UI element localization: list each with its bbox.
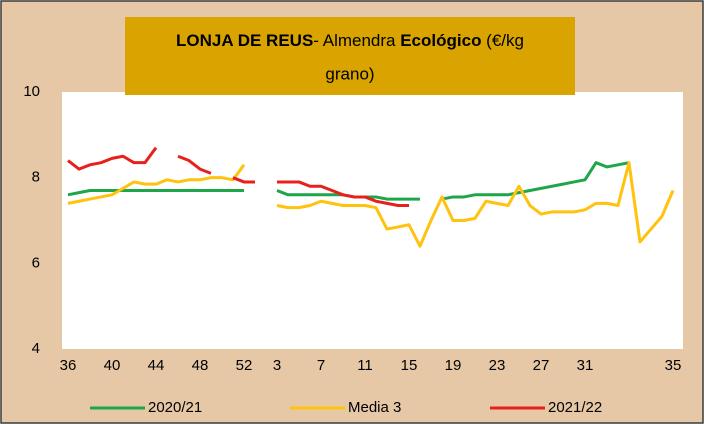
- y-tick-label: 4: [32, 340, 40, 357]
- x-tick-label: 27: [533, 357, 550, 374]
- title-part: Ecológico: [400, 31, 481, 50]
- x-tick-label: 3: [273, 357, 281, 374]
- x-tick-label: 11: [357, 357, 373, 374]
- y-tick-label: 6: [32, 254, 40, 271]
- x-tick-label: 31: [577, 357, 594, 374]
- series-line: [67, 161, 675, 248]
- y-tick-label: 8: [32, 169, 40, 186]
- x-tick-label: 19: [445, 357, 462, 374]
- x-tick-label: 40: [104, 357, 121, 374]
- title-part: - Almendra: [313, 31, 400, 50]
- title-box: [125, 17, 575, 95]
- x-tick-label: 23: [489, 357, 506, 374]
- x-tick-label: 15: [401, 357, 418, 374]
- y-tick-label: 10: [23, 83, 40, 100]
- x-tick-label: 36: [60, 357, 77, 374]
- chart-title: grano): [325, 64, 374, 83]
- title-part: LONJA DE REUS: [176, 31, 313, 50]
- x-tick-label: 35: [665, 357, 682, 374]
- legend-label: Media 3: [348, 399, 401, 416]
- chart-title: LONJA DE REUS- Almendra Ecológico (€/kg: [176, 31, 524, 50]
- plot-area: [62, 92, 683, 349]
- legend-label: 2020/21: [148, 399, 202, 416]
- x-tick-label: 48: [192, 357, 209, 374]
- x-tick-label: 7: [317, 357, 325, 374]
- x-tick-label: 44: [148, 357, 165, 374]
- legend-label: 2021/22: [548, 399, 602, 416]
- series-line: [67, 146, 409, 208]
- x-tick-label: 52: [236, 357, 253, 374]
- title-part: (€/kg: [481, 31, 524, 50]
